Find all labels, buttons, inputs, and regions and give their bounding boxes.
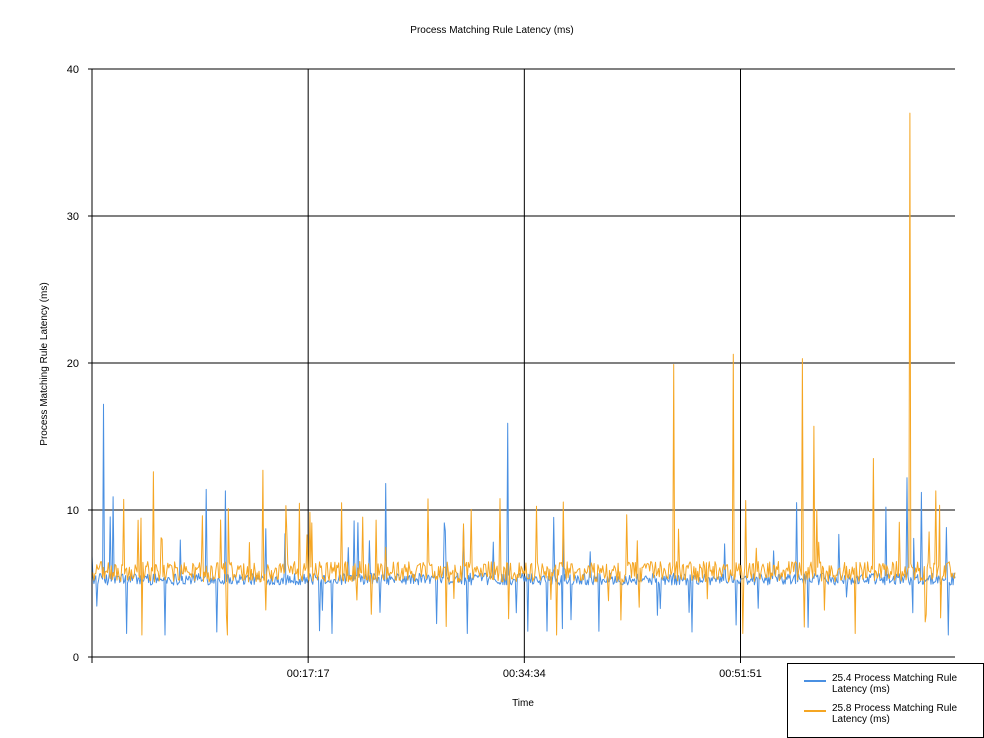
x-tick-label: 00:17:17 xyxy=(287,668,330,680)
legend-swatch-series-1 xyxy=(804,680,826,682)
y-tick-label: 30 xyxy=(67,211,79,223)
chart-title: Process Matching Rule Latency (ms) xyxy=(410,25,573,36)
axes: 0 10 20 30 40 00:17:17 00:34:34 00:51:51 xyxy=(67,64,955,680)
x-tick-label: 00:51:51 xyxy=(719,668,762,680)
series-layer xyxy=(91,112,956,636)
x-axis-title: Time xyxy=(512,698,534,709)
x-tick-label: 00:34:34 xyxy=(503,668,546,680)
legend-item-series-1[interactable]: 25.4 Process Matching Rule Latency (ms) xyxy=(804,673,972,695)
series-line-2 xyxy=(91,112,956,636)
series-line-1 xyxy=(91,403,956,636)
y-axis-title: Process Matching Rule Latency (ms) xyxy=(39,282,50,445)
legend-label-series-1: 25.4 Process Matching Rule Latency (ms) xyxy=(832,673,958,695)
grid-lines xyxy=(88,68,955,663)
y-tick-label: 40 xyxy=(67,64,79,76)
legend-item-series-2[interactable]: 25.8 Process Matching Rule Latency (ms) xyxy=(804,703,972,725)
legend: 25.4 Process Matching Rule Latency (ms) … xyxy=(787,663,984,738)
y-tick-label: 20 xyxy=(67,358,79,370)
y-tick-label: 10 xyxy=(67,505,79,517)
y-tick-label: 0 xyxy=(73,652,79,664)
legend-swatch-series-2 xyxy=(804,710,826,712)
legend-label-series-2: 25.8 Process Matching Rule Latency (ms) xyxy=(832,703,958,725)
